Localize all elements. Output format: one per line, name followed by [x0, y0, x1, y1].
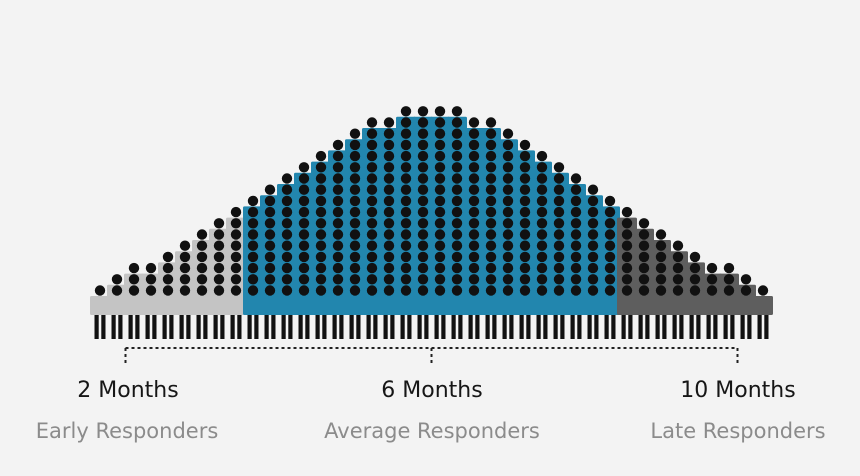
person-icon — [753, 285, 773, 339]
person-icon — [396, 285, 416, 339]
column-18 — [379, 117, 399, 339]
person-icon — [379, 285, 399, 339]
person-icon — [651, 285, 671, 339]
column-37 — [702, 262, 722, 339]
person-icon — [600, 285, 620, 339]
column-21 — [430, 106, 450, 339]
person-icon — [668, 285, 688, 339]
person-icon — [243, 285, 263, 339]
person-icon — [124, 285, 144, 339]
column-6 — [175, 240, 195, 339]
column-14 — [311, 150, 331, 339]
column-30 — [583, 184, 603, 339]
column-10 — [243, 195, 263, 339]
person-icon — [566, 285, 586, 339]
person-icon — [549, 285, 569, 339]
person-icon — [328, 285, 348, 339]
person-icon — [90, 285, 110, 339]
column-9 — [226, 206, 246, 339]
column-19 — [396, 106, 416, 339]
person-icon — [260, 285, 280, 339]
group-label-late-responders: Late Responders — [650, 419, 826, 443]
person-icon — [226, 285, 246, 339]
column-31 — [600, 195, 620, 339]
person-icon — [617, 285, 637, 339]
person-icon — [294, 285, 314, 339]
person-icon — [311, 285, 331, 339]
column-28 — [549, 162, 569, 339]
column-32 — [617, 206, 637, 339]
column-5 — [158, 251, 178, 339]
column-2 — [107, 274, 127, 339]
person-icon — [702, 285, 722, 339]
person-icon — [192, 285, 212, 339]
column-22 — [447, 106, 467, 339]
group-label-early-responders: Early Responders — [35, 419, 219, 443]
figures-layer — [90, 106, 773, 339]
column-29 — [566, 173, 586, 339]
column-35 — [668, 240, 688, 339]
tick-label-6-months: 6 Months — [381, 378, 483, 403]
column-40 — [753, 285, 773, 339]
person-icon — [481, 285, 501, 339]
column-16 — [345, 128, 365, 339]
column-38 — [719, 262, 739, 339]
person-icon — [515, 285, 535, 339]
column-3 — [124, 262, 144, 339]
column-26 — [515, 139, 535, 339]
column-12 — [277, 173, 297, 339]
person-icon — [141, 285, 161, 339]
tick-label-10-months: 10 Months — [680, 378, 796, 403]
person-icon — [583, 285, 603, 339]
column-33 — [634, 218, 654, 339]
column-39 — [736, 274, 756, 339]
column-36 — [685, 251, 705, 339]
column-34 — [651, 229, 671, 339]
person-icon — [447, 285, 467, 339]
column-20 — [413, 106, 433, 339]
column-24 — [481, 117, 501, 339]
person-icon — [345, 285, 365, 339]
column-8 — [209, 218, 229, 339]
person-icon — [209, 285, 229, 339]
person-icon — [719, 285, 739, 339]
column-4 — [141, 262, 161, 339]
column-27 — [532, 150, 552, 339]
time-axis — [124, 347, 739, 366]
person-icon — [107, 285, 127, 339]
column-25 — [498, 128, 518, 339]
column-7 — [192, 229, 212, 339]
person-icon — [498, 285, 518, 339]
column-11 — [260, 184, 280, 339]
person-icon — [277, 285, 297, 339]
person-icon — [685, 285, 705, 339]
column-1 — [90, 285, 110, 339]
person-icon — [634, 285, 654, 339]
person-icon — [158, 285, 178, 339]
person-icon — [736, 285, 756, 339]
person-icon — [532, 285, 552, 339]
column-13 — [294, 162, 314, 339]
group-label-average-responders: Average Responders — [324, 419, 540, 443]
person-icon — [413, 285, 433, 339]
person-icon — [464, 285, 484, 339]
column-23 — [464, 117, 484, 339]
person-icon — [175, 285, 195, 339]
person-icon — [430, 285, 450, 339]
person-icon — [362, 285, 382, 339]
tick-label-2-months: 2 Months — [77, 378, 179, 403]
column-17 — [362, 117, 382, 339]
column-15 — [328, 139, 348, 339]
